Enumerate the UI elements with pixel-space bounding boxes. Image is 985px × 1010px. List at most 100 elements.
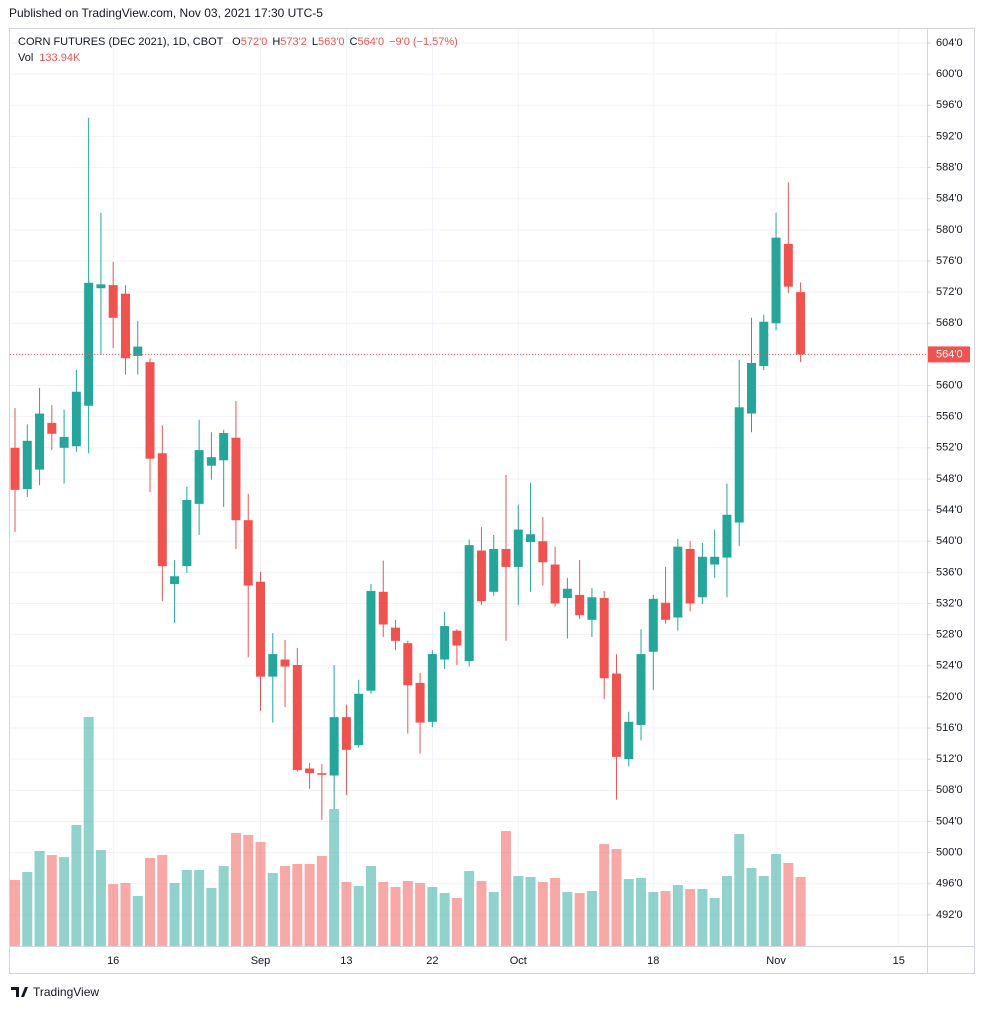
x-tick-label: 18 [647,955,659,967]
candle-body [354,693,364,746]
volume-bar [34,850,45,946]
volume-bar [365,865,376,946]
candle-body [722,514,732,558]
volume-bar [402,880,413,946]
candle-body [108,285,118,318]
y-tick-label: 516'0 [936,722,963,734]
volume-bar [648,892,659,946]
volume-bar [255,841,266,946]
candle-body [391,627,401,641]
logo[interactable]: TradingView [11,985,99,999]
y-tick-label: 596'0 [936,99,963,111]
candle-body [194,450,204,504]
volume-bar [501,831,511,946]
axes: 604'0 600'0 596'0 592'0 588'0 584'0 580'0 576'0… [107,37,970,967]
y-tick-label: 576'0 [936,255,963,267]
y-tick-label: 556'0 [936,411,963,423]
change: −9'0 (−1.57%) [389,36,458,48]
candle-body [783,243,793,287]
ohlc-key: H [272,36,280,48]
candle-body [697,556,707,598]
ohlc-value: 563'0 [318,36,345,48]
ohlc-key: C [350,36,358,48]
y-tick-label: 540'0 [936,535,963,547]
candle-body [378,591,388,625]
volume-bar [464,870,475,946]
candles [10,117,927,820]
candle-body [771,237,781,324]
x-tick-label: Nov [766,955,786,967]
volume-bar [206,887,217,946]
candle-body [587,597,597,620]
volume-bar [230,833,241,946]
volume-bar [353,885,364,946]
volume-bar [108,884,119,946]
candle-body [133,346,143,356]
volume-bar [795,876,806,946]
candle-body [157,453,167,567]
y-tick-label: 588'0 [936,161,963,173]
candle-body [280,659,290,667]
candle-body [440,626,450,660]
volume-bar [574,892,585,946]
volume-bar [599,843,610,946]
candle-body [22,440,32,490]
symbol: CORN FUTURES (DEC 2021), 1D, CBOT [18,36,224,48]
candle-body [685,549,695,604]
volume-bar [427,887,438,946]
volume-bar [120,882,131,946]
candle-body [243,520,253,586]
ohlc-value: 564'0 [358,36,385,48]
candle-body [673,546,683,618]
ohlc-key: L [312,36,318,48]
published-note: Published on TradingView.com, Nov 03, 20… [9,6,323,20]
volume-bar [697,889,708,946]
y-tick-label: 496'0 [936,878,963,890]
volume-bar [46,855,57,946]
volume-bar [734,833,745,946]
candle-body [538,541,548,563]
volume-bar [194,870,205,946]
volume-name: Vol [18,52,33,64]
volume-value: 133.94K [39,52,81,64]
volume-bar [476,880,487,946]
candle-body [35,413,45,470]
y-tick-label: 604'0 [936,37,963,49]
candle-body [759,321,769,367]
volume-bar [304,863,315,946]
y-tick-label: 584'0 [936,193,963,205]
volume-bar [243,834,254,946]
x-tick-label: 15 [893,955,905,967]
candle-body [710,556,720,565]
volume-pane [10,717,806,946]
volume-bar [451,897,462,946]
candle-body [182,499,192,567]
volume-bar [513,875,524,946]
candle-body [120,293,130,359]
y-tick-label: 552'0 [936,442,963,454]
last-price-label: 564'0 [936,348,963,360]
candle-body [562,588,572,599]
candle-body [305,768,315,774]
candle-body [415,682,425,723]
candle-body [366,591,376,691]
candle-body [341,717,351,750]
volume-bar [378,882,389,946]
candle-body [501,549,511,567]
y-tick-label: 528'0 [936,629,963,641]
x-tick-label: Sep [251,955,271,967]
candle-body [329,717,339,776]
volume-bar [71,824,82,946]
candle-body [219,433,229,461]
y-tick-label: 568'0 [936,317,963,329]
candle-body [71,391,81,447]
x-tick-label: 16 [107,955,119,967]
candle-body [611,673,621,757]
volume-bar [390,887,401,946]
x-tick-label: Oct [510,955,527,967]
y-tick-label: 520'0 [936,691,963,703]
y-tick-label: 548'0 [936,473,963,485]
volume-bar [157,855,168,946]
volume-bar [95,850,106,946]
